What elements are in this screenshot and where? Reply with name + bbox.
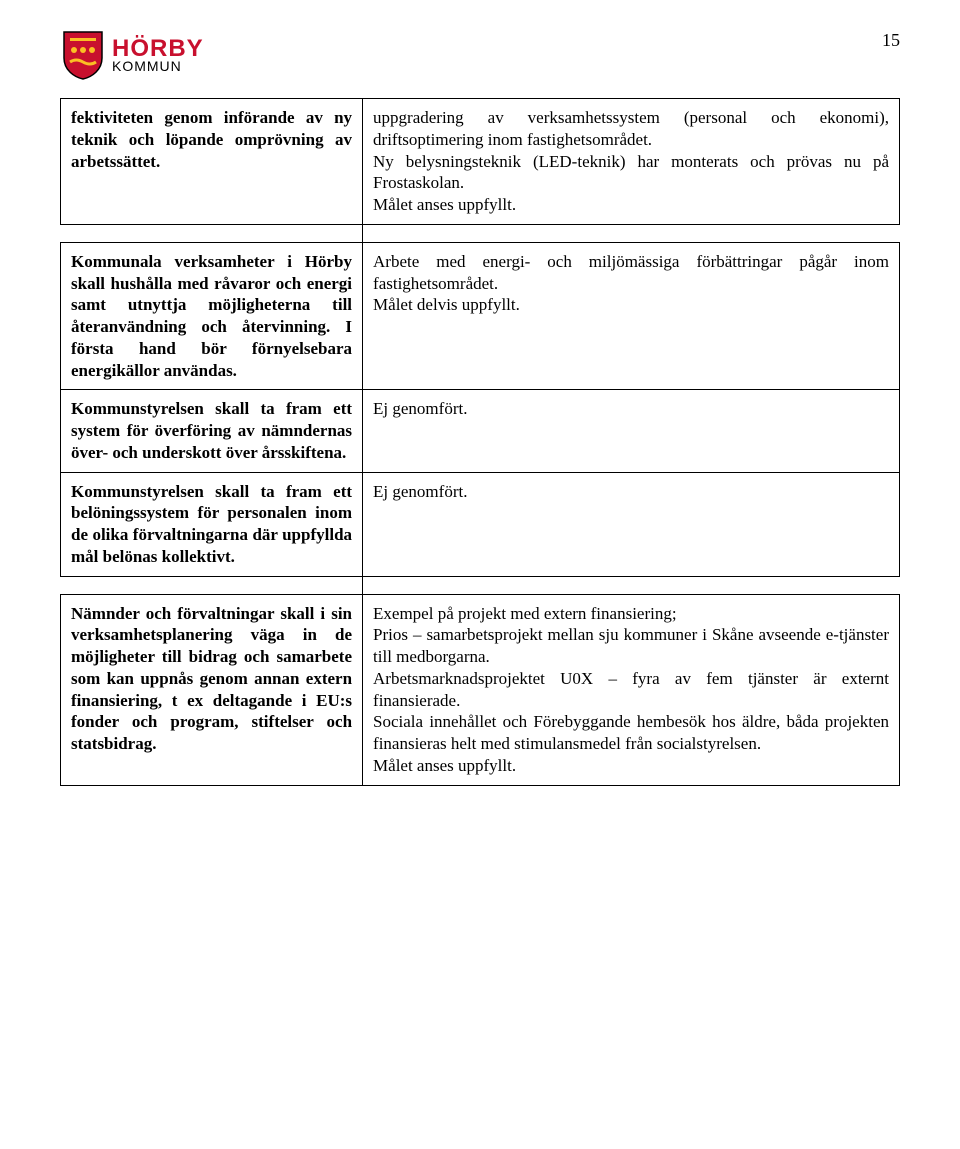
logo-name-top: HÖRBY <box>112 38 204 60</box>
goal-cell: Kommunstyrelsen skall ta fram ett system… <box>61 390 363 472</box>
spacer <box>61 224 900 242</box>
status-cell: Ej genomfört. <box>363 472 900 576</box>
goal-cell: Kommunala verksamheter i Hörby skall hus… <box>61 242 363 390</box>
status-cell: Exempel på projekt med extern finansieri… <box>363 594 900 785</box>
page-number: 15 <box>882 30 900 51</box>
table-row: Kommunala verksamheter i Hörby skall hus… <box>61 242 900 390</box>
logo: HÖRBY KOMMUN <box>60 30 204 80</box>
shield-icon <box>60 30 106 80</box>
logo-name-bottom: KOMMUN <box>112 60 204 73</box>
table-row: Kommunstyrelsen skall ta fram ett system… <box>61 390 900 472</box>
table-row: fektiviteten genom införande av ny tekni… <box>61 99 900 225</box>
goal-cell: Nämnder och förvaltningar skall i sin ve… <box>61 594 363 785</box>
table-row: Nämnder och förvaltningar skall i sin ve… <box>61 594 900 785</box>
goal-cell: fektiviteten genom införande av ny tekni… <box>61 99 363 225</box>
page-header: HÖRBY KOMMUN 15 <box>60 30 900 80</box>
status-cell: Arbete med energi- och miljömässiga förb… <box>363 242 900 390</box>
logo-text: HÖRBY KOMMUN <box>112 38 204 72</box>
table-row: Kommunstyrelsen skall ta fram ett belöni… <box>61 472 900 576</box>
content-table: fektiviteten genom införande av ny tekni… <box>60 98 900 786</box>
goal-cell: Kommunstyrelsen skall ta fram ett belöni… <box>61 472 363 576</box>
status-cell: Ej genomfört. <box>363 390 900 472</box>
status-cell: uppgradering av verksamhetssystem (perso… <box>363 99 900 225</box>
spacer <box>61 576 900 594</box>
